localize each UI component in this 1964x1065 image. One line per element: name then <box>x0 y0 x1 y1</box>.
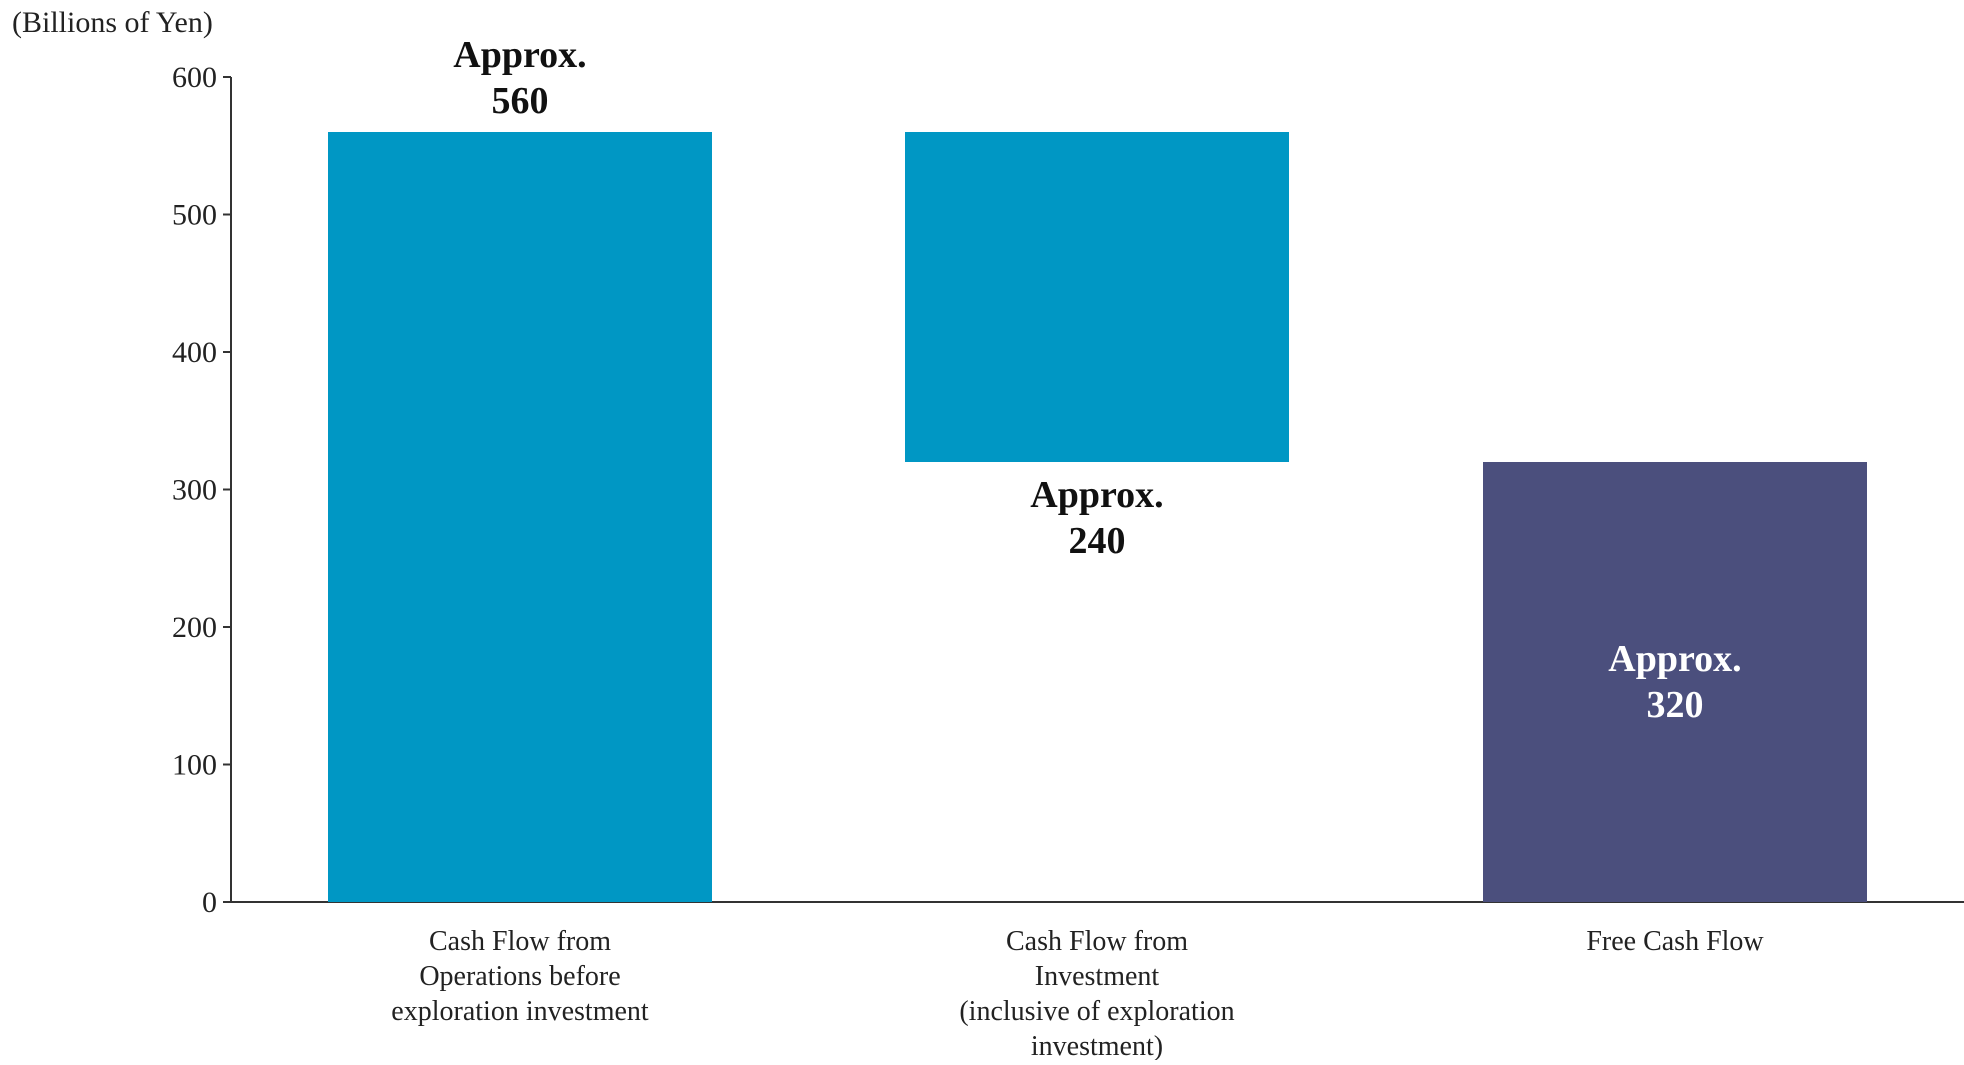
y-tick-label: 300 <box>172 474 217 507</box>
y-tick-label: 100 <box>172 749 217 782</box>
bar-data-label-line: Approx. <box>453 34 586 76</box>
bar <box>1483 462 1867 902</box>
bar-data-label-line: Approx. <box>1030 474 1163 516</box>
y-tick-label: 500 <box>172 199 217 232</box>
unit-label: (Billions of Yen) <box>12 6 213 39</box>
category-label-line: investment) <box>1031 1031 1163 1060</box>
category-label-line: Operations before <box>419 961 620 992</box>
y-tick-label: 400 <box>172 336 217 369</box>
y-tick-label: 600 <box>172 61 217 94</box>
category-label: Free Cash Flow <box>1586 926 1764 957</box>
category-label-line: Cash Flow from <box>1006 926 1188 957</box>
bar <box>328 132 712 902</box>
y-tick-label: 0 <box>202 886 217 919</box>
bar-data-label: Approx. 320 <box>1608 638 1741 726</box>
bar-data-label-line: 240 <box>1069 520 1126 562</box>
category-label-line: Investment <box>1035 961 1160 992</box>
bar-data-label-line: 320 <box>1647 684 1704 726</box>
bar-data-label-line: 560 <box>492 80 549 122</box>
bar-data-label: Approx. 240 <box>1030 474 1163 562</box>
category-label-line: Free Cash Flow <box>1586 926 1764 957</box>
category-label-line: Cash Flow from <box>429 926 611 957</box>
bar-data-label-line: Approx. <box>1608 638 1741 680</box>
category-label-line: exploration investment <box>391 996 649 1027</box>
y-tick-label: 200 <box>172 611 217 644</box>
category-label: Cash Flow from Operations before explorati… <box>391 926 649 1027</box>
bar <box>905 132 1289 462</box>
category-label-line: (inclusive of exploration <box>959 996 1234 1027</box>
category-label: Cash Flow from Investment (inclusive of ex… <box>959 926 1234 1060</box>
bar-data-label: Approx. 560 <box>453 34 586 122</box>
